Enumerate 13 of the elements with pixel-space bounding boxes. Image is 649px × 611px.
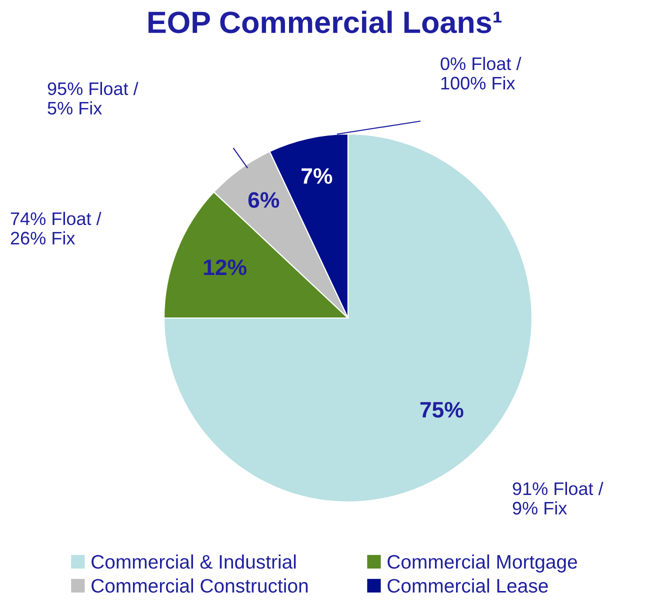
data-label: 7% [302,168,332,184]
data-label: 6% [248,192,280,208]
legend-label: Commercial Mortgage [388,554,578,573]
text: 91% Float / 9% Fix [512,482,604,515]
chart-title: EOP Commercial Loans¹ [148,10,502,34]
text: 74% Float / 26% Fix [10,212,102,245]
data-label: 12% [204,259,246,276]
data-label: 75% [420,402,464,418]
legend-label: Commercial & Industrial [92,554,296,569]
legend-label: Commercial Lease [388,578,548,593]
legend-label: Commercial Construction [92,578,308,593]
text: 0% Float / 100% Fix [440,56,522,90]
text: 95% Float / 5% Fix [48,82,138,115]
